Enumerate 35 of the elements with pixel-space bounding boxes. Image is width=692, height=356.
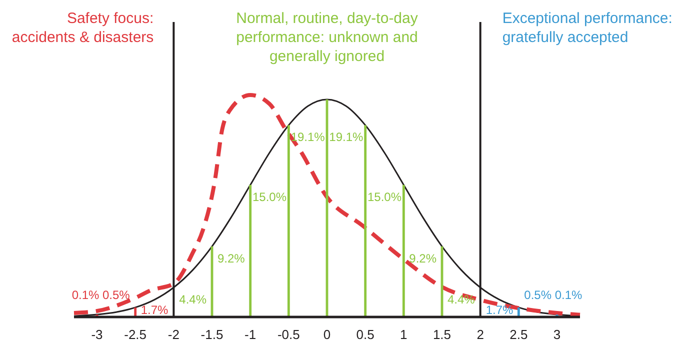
text: Exceptional performance: gratefully accepted xyxy=(502,10,672,46)
annotation: 9.2% xyxy=(409,251,437,266)
x-tick-label: 3 xyxy=(553,327,561,342)
x-tick-label: -2.5 xyxy=(124,327,147,342)
bar xyxy=(364,125,367,317)
annotation: 0.5% xyxy=(102,288,130,302)
text: Safety focus: accidents & disasters xyxy=(12,10,154,46)
text: Normal, routine, day-to-day performance: unknown and generally ignored xyxy=(236,10,418,65)
bar xyxy=(517,307,520,317)
x-tick-label: 1.5 xyxy=(432,327,452,342)
bar xyxy=(134,307,137,317)
bar xyxy=(249,184,252,317)
x-tick-label: 0 xyxy=(323,327,331,342)
annotation: 0.1% xyxy=(554,288,582,302)
annotation: 4.4% xyxy=(447,292,476,306)
x-tick-label: 0.5 xyxy=(356,327,374,342)
x-tick-label: -0.5 xyxy=(277,327,300,342)
annotation: 9.2% xyxy=(217,251,246,266)
bar xyxy=(402,184,405,317)
x-tick-label: 2 xyxy=(476,327,484,342)
annotation: 1.7% xyxy=(486,303,514,317)
x-tick-label: -2 xyxy=(168,327,180,342)
x-tick-label: -3 xyxy=(91,327,103,342)
annotation: 0.5% xyxy=(524,288,552,302)
annotation: 0.1% xyxy=(72,288,100,302)
annotation: 1.7% xyxy=(140,303,168,317)
annotation: 15.0% xyxy=(367,190,402,204)
x-tick-label: -1.5 xyxy=(200,327,224,342)
x-tick-label: 2.5 xyxy=(510,327,528,342)
annotation: 4.4% xyxy=(179,292,207,306)
x-tick-label: 1 xyxy=(400,327,408,342)
x-tick-label: -1 xyxy=(244,327,256,342)
bar xyxy=(287,125,290,317)
annotation: 15.0% xyxy=(252,190,287,204)
annotation: 19.1% xyxy=(329,130,364,144)
